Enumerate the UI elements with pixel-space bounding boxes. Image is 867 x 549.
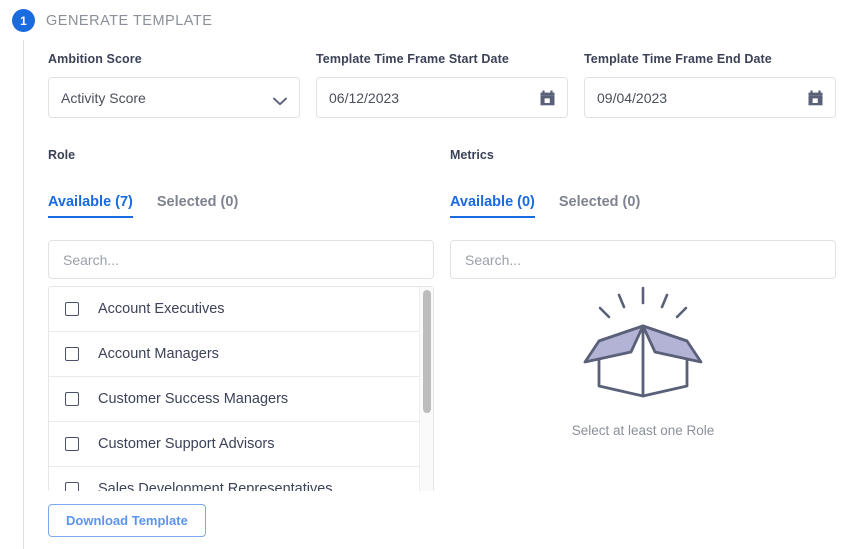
tab-role-selected[interactable]: Selected (0) [156,194,239,210]
page-title: GENERATE TEMPLATE [46,12,213,29]
end-date-field: Template Time Frame End Date 09/04/2023 [584,52,836,118]
start-date-value: 06/12/2023 [329,89,400,106]
list-item-label: Customer Success Managers [98,391,289,407]
end-date-label: Template Time Frame End Date [584,52,772,66]
metrics-empty-state: Select at least one Role [450,286,836,438]
metrics-tabs: Available (0) Selected (0) [450,194,836,218]
open-box-icon [573,286,713,403]
end-date-value: 09/04/2023 [597,89,668,106]
ambition-score-label: Ambition Score [48,52,142,66]
role-list-scrollbar[interactable] [419,287,433,491]
list-item-label: Customer Support Advisors [98,436,275,452]
list-item[interactable]: Sales Development Representatives [49,467,419,491]
checkbox-icon[interactable] [65,302,79,316]
step-header: 1 GENERATE TEMPLATE [12,9,212,32]
list-item[interactable]: Account Managers [49,332,419,377]
list-item[interactable]: Customer Success Managers [49,377,419,422]
role-panel-title: Role [48,148,76,162]
start-date-input[interactable]: 06/12/2023 [316,77,568,118]
start-date-field: Template Time Frame Start Date 06/12/202… [316,52,568,118]
calendar-icon[interactable] [808,90,823,106]
step-connector-line [23,40,24,549]
empty-state-message: Select at least one Role [571,423,715,438]
list-item-label: Account Managers [98,346,219,362]
list-item[interactable]: Customer Support Advisors [49,422,419,467]
step-number-badge: 1 [12,9,35,32]
checkbox-icon[interactable] [65,392,79,406]
list-item-label: Sales Development Representatives [98,481,333,491]
ambition-score-select[interactable]: Activity Score [48,77,300,118]
metrics-search-input[interactable] [463,250,823,269]
role-panel: Role Available (7) Selected (0) [48,148,434,279]
metrics-search[interactable] [450,240,836,279]
role-option-list[interactable]: Account Executives Account Managers Cust… [48,286,434,491]
checkbox-icon[interactable] [65,437,79,451]
role-tabs: Available (7) Selected (0) [48,194,434,218]
tab-metrics-available[interactable]: Available (0) [450,194,535,218]
role-search-input[interactable] [61,250,421,269]
download-template-button[interactable]: Download Template [48,504,206,537]
chevron-down-icon [273,93,287,106]
tab-role-available[interactable]: Available (7) [48,194,133,218]
list-item[interactable]: Account Executives [49,287,419,332]
ambition-score-field: Ambition Score Activity Score [48,52,300,118]
end-date-input[interactable]: 09/04/2023 [584,77,836,118]
scrollbar-thumb[interactable] [422,290,431,413]
ambition-score-value: Activity Score [61,89,146,106]
metrics-panel-title: Metrics [450,148,494,162]
checkbox-icon[interactable] [65,347,79,361]
metrics-panel: Metrics Available (0) Selected (0) [450,148,836,279]
tab-metrics-selected[interactable]: Selected (0) [558,194,641,210]
role-option-rows: Account Executives Account Managers Cust… [49,287,419,491]
checkbox-icon[interactable] [65,482,79,491]
list-item-label: Account Executives [98,301,225,317]
start-date-label: Template Time Frame Start Date [316,52,509,66]
role-search[interactable] [48,240,434,279]
calendar-icon[interactable] [540,90,555,106]
